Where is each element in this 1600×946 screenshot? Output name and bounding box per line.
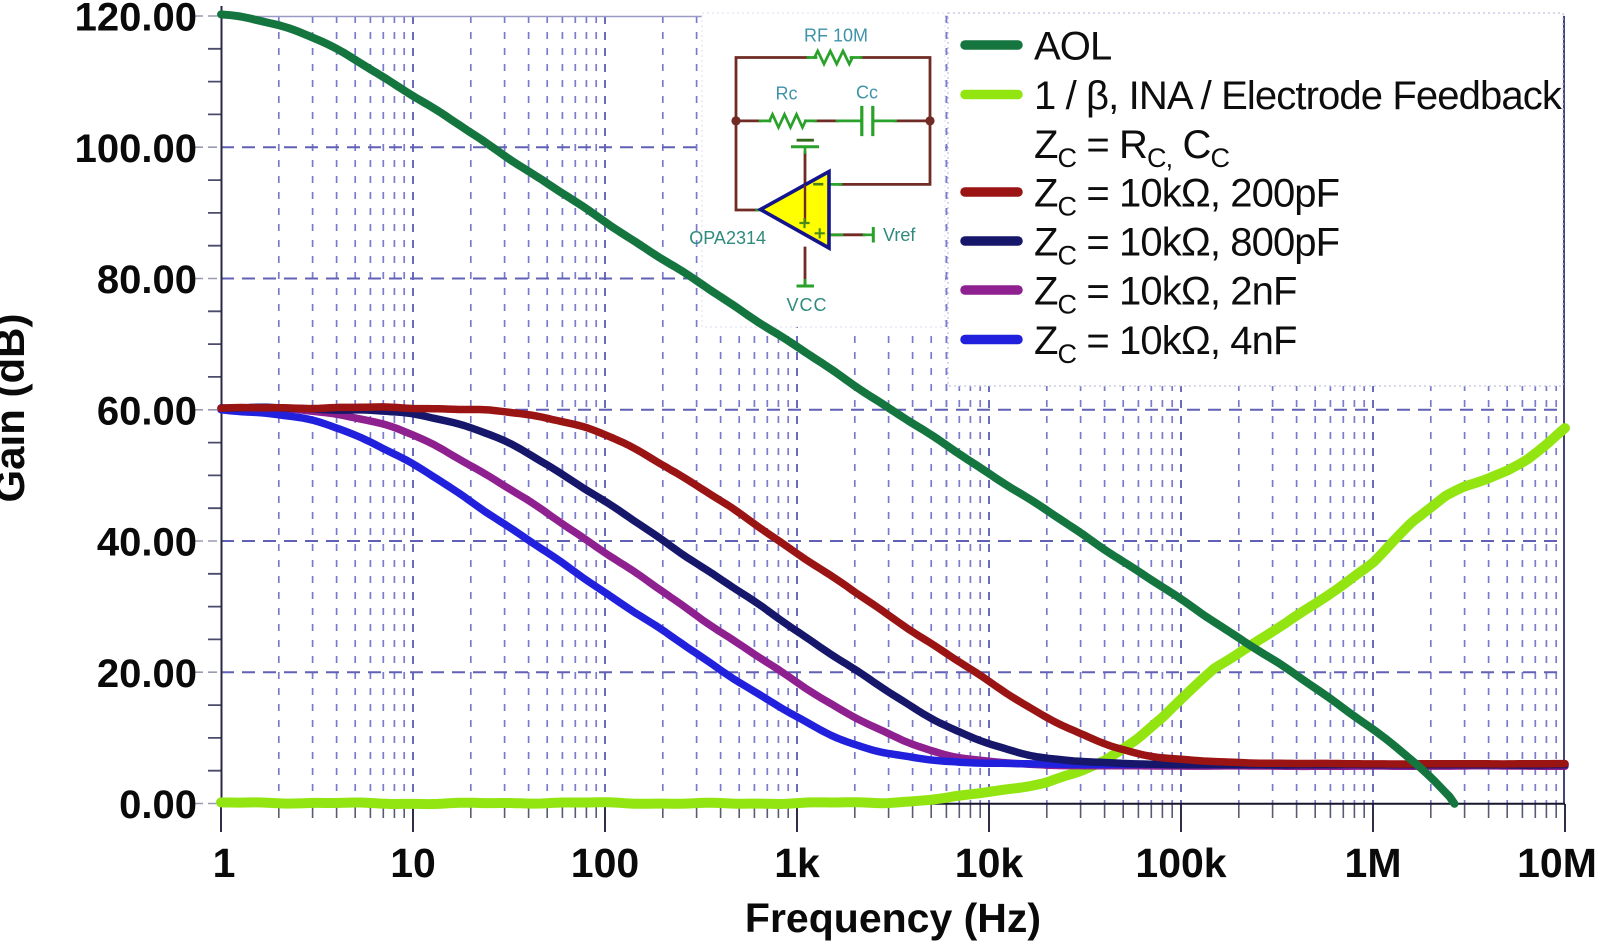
svg-text:ZC = 10kΩ, 4nF: ZC = 10kΩ, 4nF bbox=[1034, 319, 1297, 369]
svg-text:20.00: 20.00 bbox=[97, 652, 197, 696]
svg-text:1 / β, INA / Electrode Feedbac: 1 / β, INA / Electrode Feedback bbox=[1034, 74, 1563, 118]
svg-text:1k: 1k bbox=[774, 840, 820, 886]
svg-text:Rc: Rc bbox=[776, 84, 798, 104]
svg-text:ZC = 10kΩ, 200pF: ZC = 10kΩ, 200pF bbox=[1034, 172, 1339, 222]
svg-text:100k: 100k bbox=[1135, 840, 1226, 886]
svg-text:1: 1 bbox=[213, 840, 236, 886]
svg-text:AOL: AOL bbox=[1034, 25, 1111, 69]
svg-text:0.00: 0.00 bbox=[119, 783, 197, 827]
svg-text:100.00: 100.00 bbox=[75, 127, 197, 171]
svg-text:1M: 1M bbox=[1345, 840, 1402, 886]
svg-text:80.00: 80.00 bbox=[97, 258, 197, 302]
svg-text:ZC = 10kΩ, 800pF: ZC = 10kΩ, 800pF bbox=[1034, 221, 1339, 271]
svg-text:40.00: 40.00 bbox=[97, 521, 197, 565]
svg-text:ZC = RC, CC: ZC = RC, CC bbox=[1034, 123, 1229, 173]
svg-text:Vref: Vref bbox=[883, 225, 916, 245]
svg-text:VCC: VCC bbox=[786, 295, 827, 315]
svg-text:120.00: 120.00 bbox=[75, 0, 197, 40]
svg-text:Frequency (Hz): Frequency (Hz) bbox=[745, 895, 1041, 941]
svg-text:ZC = 10kΩ, 2nF: ZC = 10kΩ, 2nF bbox=[1034, 270, 1297, 320]
svg-text:10: 10 bbox=[390, 840, 436, 886]
svg-text:OPA2314: OPA2314 bbox=[689, 228, 766, 248]
svg-text:10k: 10k bbox=[955, 840, 1024, 886]
svg-text:100: 100 bbox=[571, 840, 639, 886]
svg-text:RF 10M: RF 10M bbox=[804, 26, 868, 46]
svg-text:Cc: Cc bbox=[856, 83, 878, 103]
svg-text:Gain (dB): Gain (dB) bbox=[0, 314, 33, 503]
svg-text:10M: 10M bbox=[1517, 840, 1597, 886]
svg-text:60.00: 60.00 bbox=[97, 389, 197, 433]
